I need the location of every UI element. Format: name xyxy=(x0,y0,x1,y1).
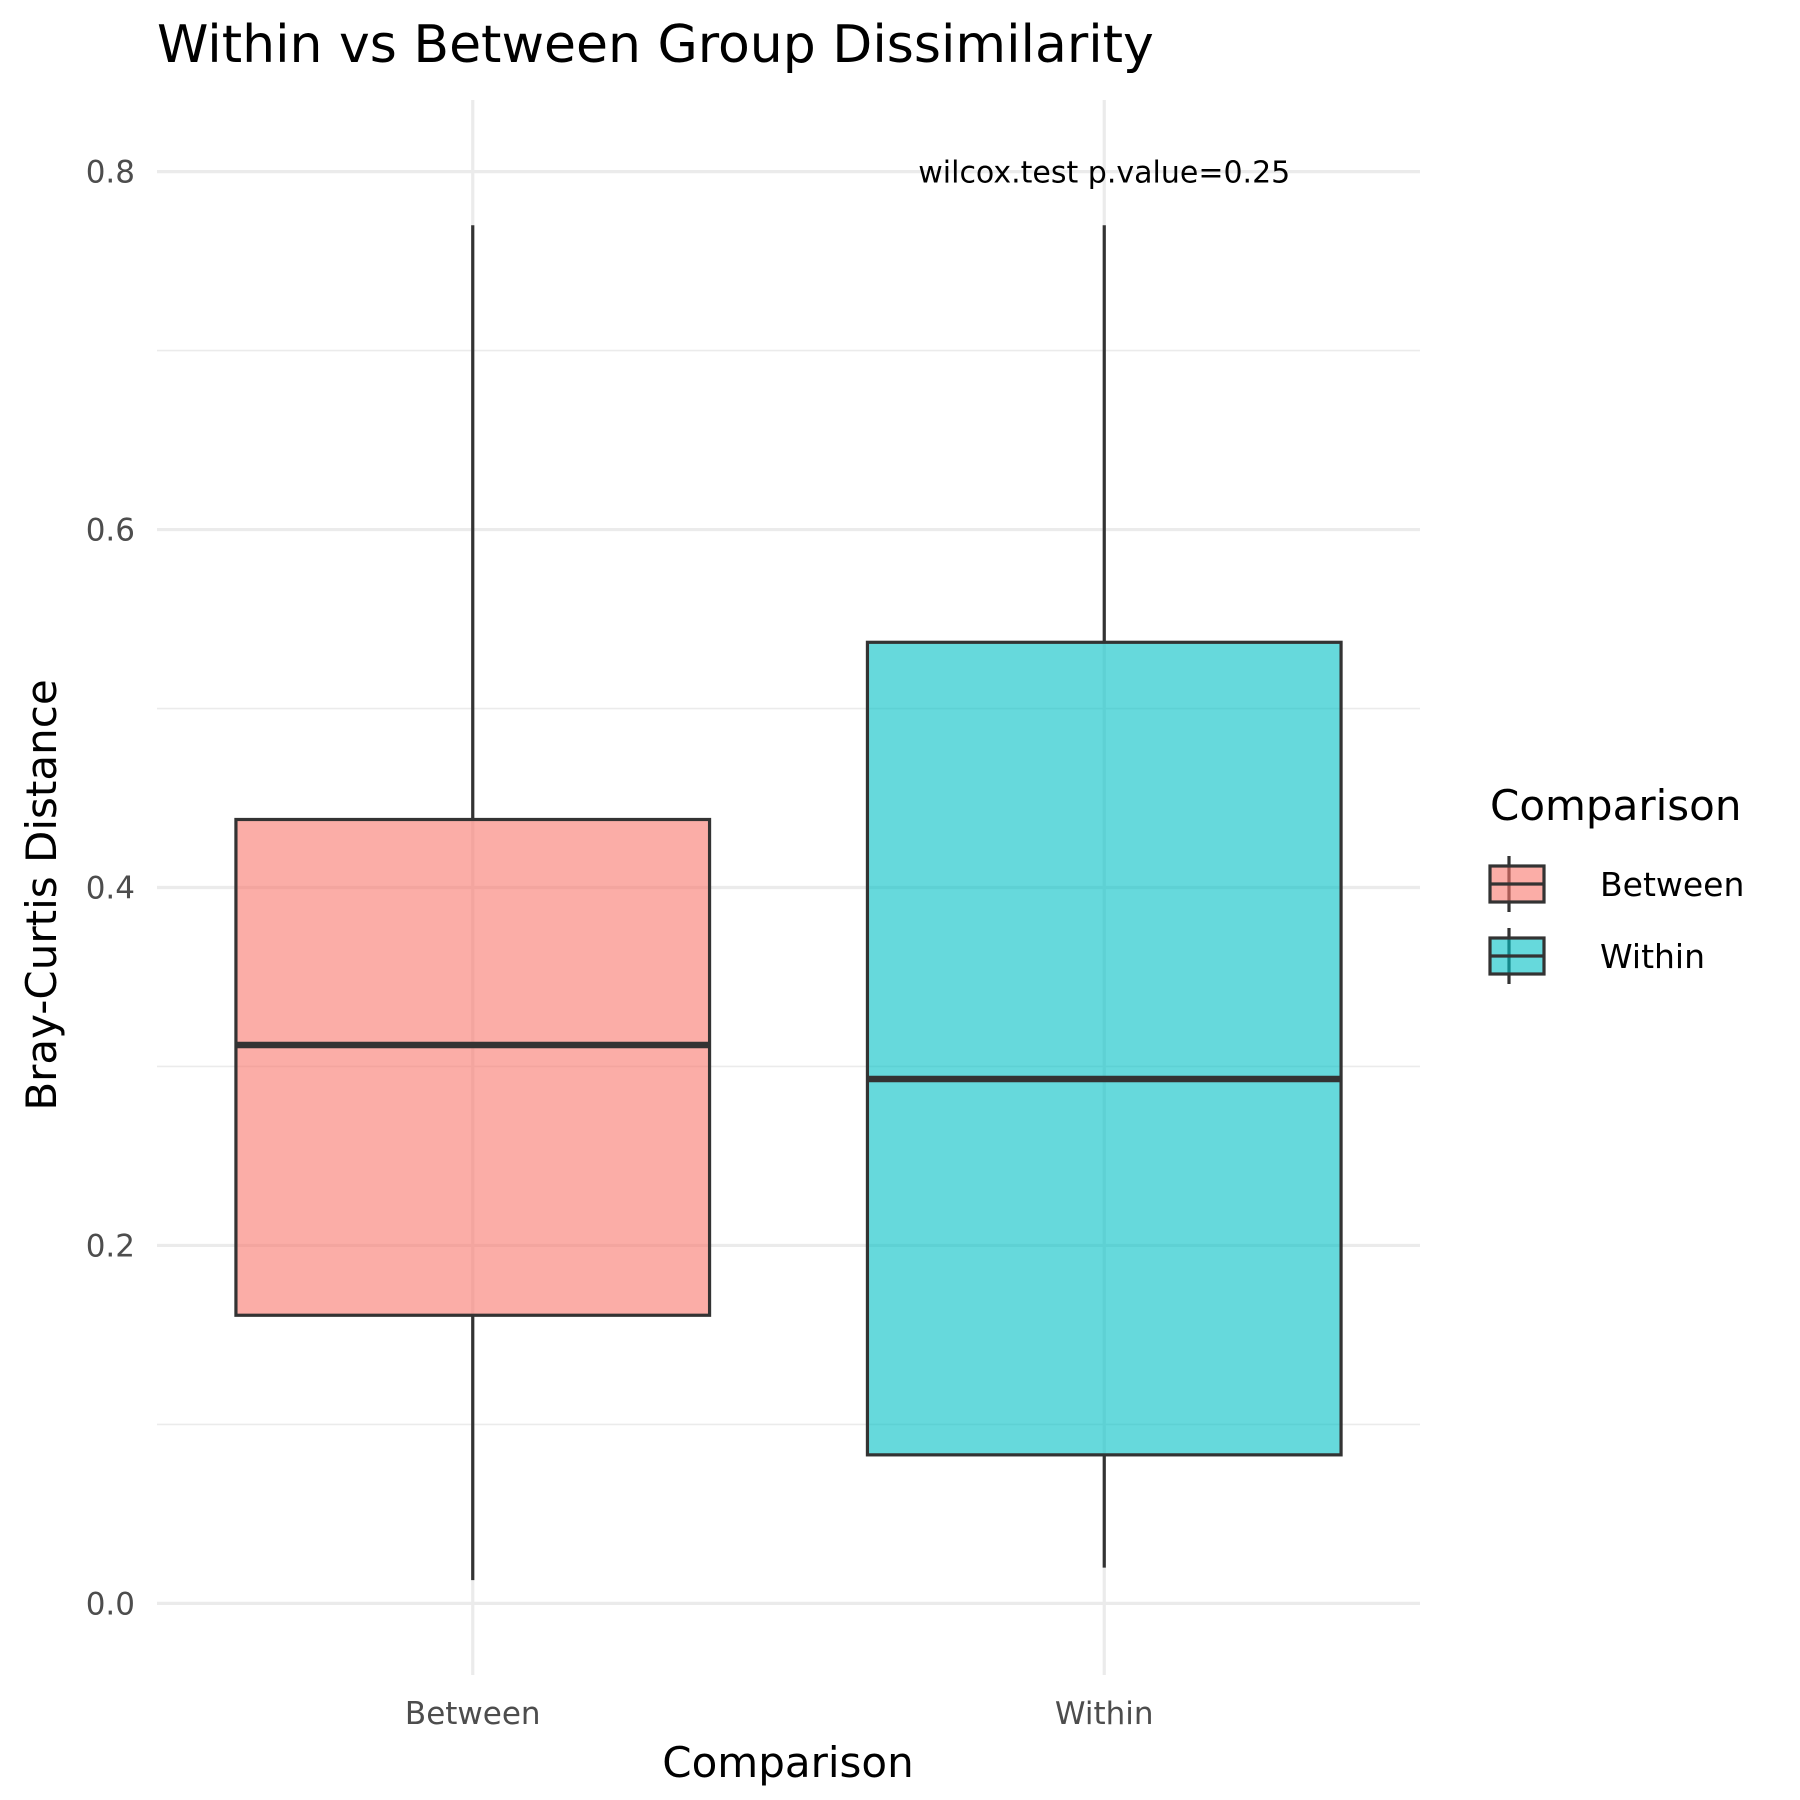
box-layer xyxy=(234,225,1343,1581)
y-tick-label: 0.4 xyxy=(86,871,135,907)
legend-key-within: Within xyxy=(1488,928,1705,984)
chart-title: Within vs Between Group Dissimilarity xyxy=(157,15,1154,75)
y-axis-title: Bray-Curtis Distance xyxy=(17,679,66,1110)
box-within xyxy=(865,225,1343,1568)
y-tick-label: 0.2 xyxy=(86,1228,135,1264)
x-axis-title: Comparison xyxy=(662,1738,913,1787)
y-tick-label: 0.6 xyxy=(86,513,135,549)
annotation-text: wilcox.test p.value=0.25 xyxy=(918,156,1290,191)
x-tick-label: Between xyxy=(405,1696,541,1732)
y-tick-label: 0.0 xyxy=(86,1586,135,1622)
legend-label-between: Between xyxy=(1600,865,1744,904)
legend-title: Comparison xyxy=(1490,781,1741,830)
box-between xyxy=(234,225,712,1581)
box-rect-within xyxy=(865,640,1343,1457)
legend-key-between: Between xyxy=(1488,856,1744,912)
y-axis-ticks: 0.0 0.2 0.4 0.6 0.8 xyxy=(86,155,135,1623)
box-rect-between xyxy=(234,817,712,1317)
y-tick-label: 0.8 xyxy=(86,155,135,191)
x-axis-ticks: Between Within xyxy=(405,1696,1154,1732)
legend-label-within: Within xyxy=(1600,937,1705,976)
x-tick-label: Within xyxy=(1055,1696,1154,1732)
legend: Comparison Between Within xyxy=(1488,781,1744,984)
legend-keys: Between Within xyxy=(1488,856,1744,984)
